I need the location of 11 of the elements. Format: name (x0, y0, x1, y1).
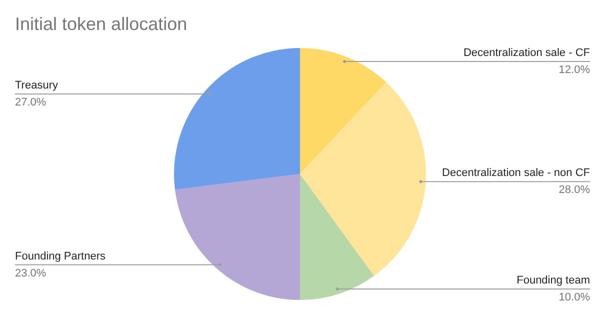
data-label: 12.0% (558, 64, 590, 76)
data-label: 23.0% (15, 267, 46, 280)
data-label: 28.0% (558, 184, 590, 196)
slice-label: Decentralization sale - CF (463, 47, 590, 60)
slice-label: Treasury (15, 80, 58, 92)
slice-label: Founding Partners (15, 250, 106, 262)
data-label: 27.0% (15, 96, 46, 109)
slice-label: Founding team (516, 274, 590, 287)
data-label: 10.0% (558, 292, 590, 304)
slice-label: Decentralization sale - non CF (442, 167, 590, 180)
chart-title: Initial token allocation (15, 14, 188, 35)
